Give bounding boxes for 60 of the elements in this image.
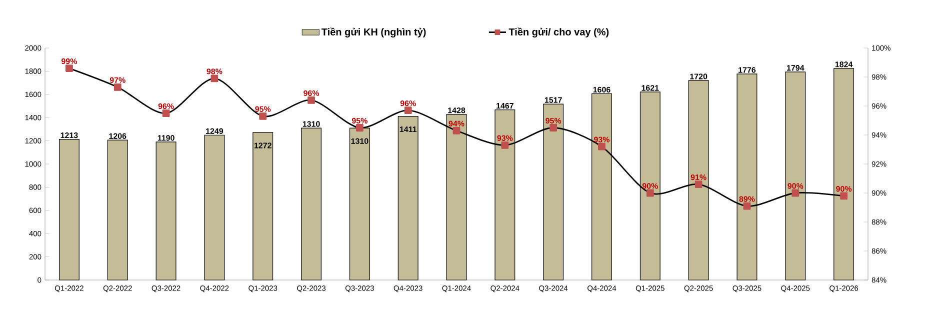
data-label: 95% xyxy=(255,106,271,112)
data-label: 96% xyxy=(400,100,416,106)
legend-label: Tiền gửi KH (nghìn tỷ) xyxy=(321,28,426,38)
data-label: 1190 xyxy=(158,135,174,141)
data-label: 1411 xyxy=(400,126,417,132)
data-label: 96% xyxy=(158,103,174,110)
data-label: 95% xyxy=(546,118,562,124)
bar xyxy=(204,134,225,280)
point xyxy=(694,180,702,188)
data-label: 1428 xyxy=(448,107,466,114)
data-label: 1249 xyxy=(206,128,224,134)
data-label: 90% xyxy=(788,183,804,189)
point xyxy=(210,74,218,82)
bar xyxy=(252,132,274,280)
point xyxy=(743,202,751,210)
data-label: 98% xyxy=(206,68,222,74)
point xyxy=(356,124,364,132)
bar xyxy=(398,116,418,280)
point xyxy=(66,64,73,72)
point xyxy=(308,96,315,104)
data-label: 1467 xyxy=(496,102,514,109)
point xyxy=(404,106,412,114)
data-label: 93% xyxy=(497,135,513,141)
data-label: 90% xyxy=(642,183,658,189)
data-label: 1206 xyxy=(109,133,126,139)
point xyxy=(598,142,606,150)
bar xyxy=(58,138,80,280)
data-label: 1824 xyxy=(835,62,853,68)
data-label: 1310 xyxy=(302,121,320,127)
data-label: 90% xyxy=(836,186,852,192)
data-label: 1272 xyxy=(254,142,272,148)
point xyxy=(114,83,122,91)
point xyxy=(501,141,509,149)
bar xyxy=(107,140,128,280)
bar xyxy=(156,142,176,280)
data-label: 1606 xyxy=(593,86,610,93)
data-label: 1621 xyxy=(642,85,659,91)
data-label: 94% xyxy=(448,120,464,126)
data-label: 1776 xyxy=(738,67,756,73)
data-label: 96% xyxy=(304,90,320,96)
point xyxy=(452,126,460,134)
point xyxy=(259,112,267,120)
point xyxy=(162,110,170,117)
data-label: 1517 xyxy=(544,97,562,103)
point xyxy=(550,124,558,132)
data-label: 93% xyxy=(594,136,610,142)
data-label: 1720 xyxy=(690,74,708,80)
data-label: 91% xyxy=(690,174,706,180)
legend-label: Tiền gửi/ cho vay (%) xyxy=(508,28,609,38)
point xyxy=(792,189,800,197)
data-label: 1213 xyxy=(60,132,78,138)
data-label: 95% xyxy=(352,118,368,124)
data-label: 97% xyxy=(110,77,126,83)
data-label: 1794 xyxy=(786,65,804,71)
data-label: 99% xyxy=(61,58,77,64)
data-label: 89% xyxy=(739,196,755,202)
point xyxy=(646,189,654,197)
data-label: 1310 xyxy=(351,138,368,144)
bar xyxy=(301,128,322,280)
point xyxy=(840,192,848,200)
